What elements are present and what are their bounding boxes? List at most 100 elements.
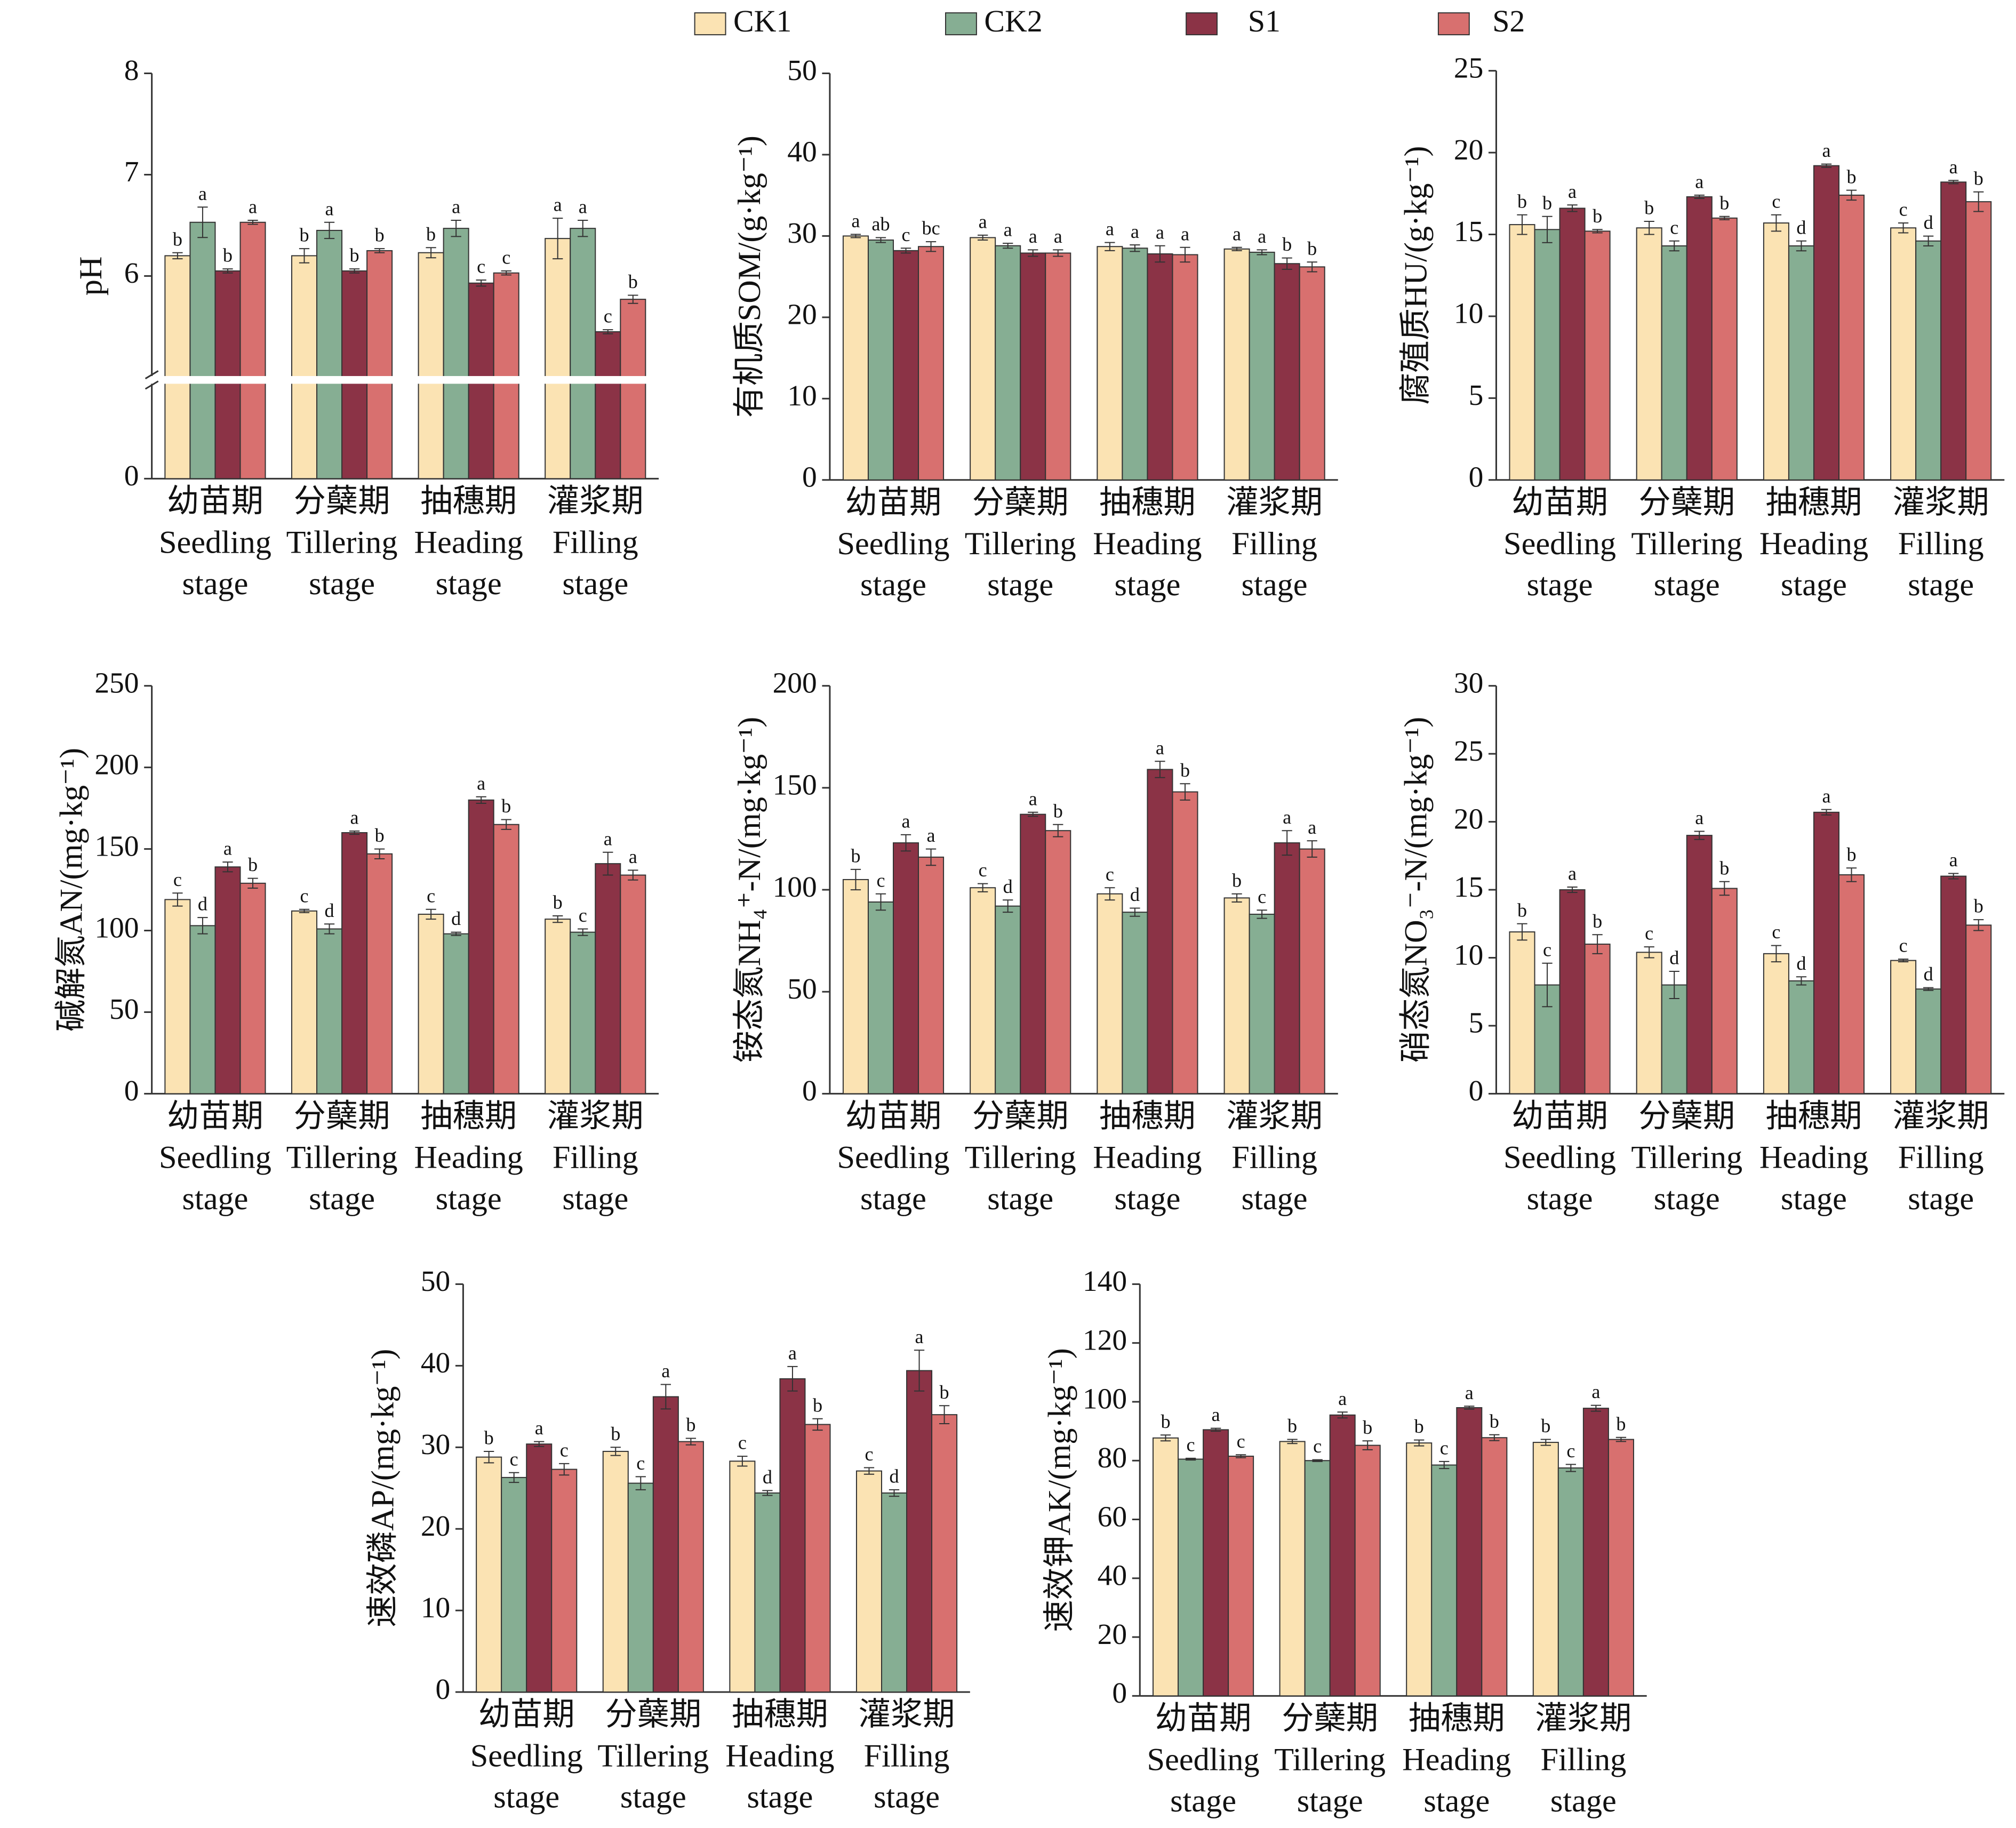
x-tick-label: 灌浆期 [1893, 1099, 1989, 1135]
bar [291, 255, 318, 480]
x-tick-label: stage [1527, 1181, 1593, 1217]
bar [1020, 813, 1046, 1095]
bar [570, 931, 596, 1095]
bar [931, 1414, 958, 1693]
x-tick-label: Heading [1093, 1140, 1202, 1176]
x-tick-label: stage [1654, 567, 1720, 603]
significance-label: b [940, 1382, 949, 1403]
bar [1249, 251, 1275, 481]
significance-label: d [1924, 963, 1933, 985]
x-tick-label: stage [1550, 1783, 1617, 1819]
significance-label: a [350, 807, 359, 828]
significance-label: b [1363, 1417, 1372, 1438]
significance-label: c [604, 306, 612, 327]
significance-label: c [1440, 1437, 1449, 1458]
chart-panel: 0 20 40 60 80 100 120 140 速效钾AK/(mg·kg⁻¹) 幼苗期 Seed… [1042, 1265, 1647, 1819]
x-tick-label: 分蘖期 [1638, 1099, 1735, 1135]
significance-label: b [1846, 844, 1856, 865]
x-tick-label: Filling [1898, 1140, 1984, 1176]
y-tick-label: 5 [1469, 1007, 1484, 1040]
bar [1788, 980, 1814, 1095]
significance-label: a [979, 211, 987, 232]
chart-panel: 0 10 20 30 40 50 有机质SOM/(g·kg⁻¹) 幼苗期 Seedling sta… [732, 54, 1338, 603]
bar [551, 1468, 578, 1693]
significance-label: c [979, 859, 987, 881]
significance-label: b [1232, 869, 1242, 891]
bar [1097, 893, 1123, 1095]
y-tick-label: 20 [787, 299, 817, 331]
x-tick-label: 抽穗期 [1766, 1099, 1862, 1135]
y-tick-label: 25 [1454, 52, 1483, 84]
bar [970, 887, 996, 1095]
significance-label: b [1593, 911, 1602, 932]
legend-label: S1 [1248, 4, 1281, 38]
legend-swatch [694, 12, 726, 36]
significance-label: a [1308, 817, 1316, 838]
significance-label: a [452, 196, 460, 218]
x-tick-label: 幼苗期 [478, 1697, 575, 1733]
significance-label: a [915, 1326, 924, 1347]
significance-label: a [1283, 807, 1291, 828]
significance-label: c [1543, 939, 1551, 960]
y-tick-label: 50 [109, 993, 139, 1026]
x-tick-label: 灌浆期 [547, 483, 644, 519]
significance-label: b [1616, 1413, 1626, 1434]
x-tick-label: 幼苗期 [167, 483, 263, 519]
significance-label: c [865, 1443, 873, 1465]
bar [1838, 194, 1865, 481]
y-tick-label: 25 [1454, 735, 1483, 768]
x-tick-label: 抽穗期 [420, 1099, 517, 1135]
x-tick-label: Tillering [286, 1140, 398, 1176]
bar [545, 919, 571, 1095]
bar [214, 866, 241, 1095]
y-tick-label: 0 [124, 1075, 139, 1107]
significance-label: a [1949, 849, 1958, 871]
significance-label: b [1414, 1416, 1424, 1437]
chart-panel: 0678pH幼苗期Seedlingstagebaba分蘖期Tilleringst… [73, 54, 659, 602]
bar [1607, 1439, 1634, 1697]
bar [1557, 1467, 1584, 1697]
x-tick-label: 抽穗期 [1409, 1701, 1505, 1736]
significance-label: a [1029, 788, 1037, 809]
bar [1584, 944, 1611, 1095]
significance-label: b [223, 245, 233, 266]
x-tick-label: Filling [1540, 1742, 1626, 1778]
significance-label: a [1822, 140, 1830, 161]
bar [906, 1370, 933, 1693]
bar [476, 1456, 502, 1693]
x-tick-label: 幼苗期 [1511, 1099, 1608, 1135]
y-axis-label: pH [73, 257, 109, 296]
significance-label: c [1899, 935, 1908, 956]
x-tick-label: 抽穗期 [1099, 1099, 1196, 1135]
significance-label: c [738, 1432, 747, 1454]
significance-label: a [249, 196, 257, 218]
bar [1838, 874, 1865, 1095]
bar [316, 229, 343, 480]
bar [842, 879, 869, 1095]
legend-label: CK2 [984, 4, 1042, 38]
x-tick-label: Heading [1759, 1140, 1868, 1176]
bar [1965, 201, 1992, 481]
significance-label: b [173, 228, 182, 250]
significance-label: a [851, 210, 860, 232]
x-tick-label: stage [860, 567, 926, 603]
x-tick-label: Heading [1759, 526, 1868, 562]
bar [526, 1443, 553, 1693]
bar [1661, 984, 1687, 1095]
x-tick-label: Filling [864, 1738, 950, 1774]
significance-label: c [1899, 199, 1908, 220]
y-axis-label: 有机质SOM/(g·kg⁻¹) [732, 135, 767, 418]
y-tick-label: 150 [773, 769, 817, 802]
significance-label: b [851, 845, 860, 866]
bar [1584, 230, 1611, 481]
x-tick-label: Tillering [965, 526, 1076, 562]
bar [1711, 888, 1738, 1095]
bar [855, 1470, 882, 1693]
significance-label: a [1004, 219, 1012, 241]
significance-label: b [1644, 197, 1654, 219]
x-tick-label: Filling [553, 525, 638, 561]
significance-label: b [1541, 1415, 1550, 1436]
x-tick-label: Seedling [159, 525, 271, 561]
bar [754, 1492, 781, 1693]
bar [970, 237, 996, 481]
